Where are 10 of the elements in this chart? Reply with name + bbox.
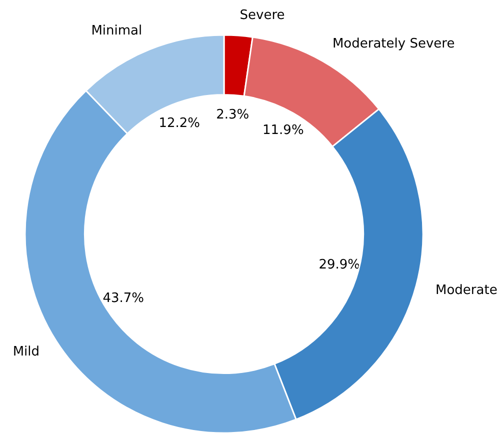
slice-label: Minimal — [91, 23, 142, 38]
slice-label: Moderately Severe — [332, 36, 455, 52]
slice-label: Moderate — [436, 282, 497, 298]
data-label: 29.9% — [318, 257, 360, 272]
data-label: 2.3% — [216, 107, 250, 122]
data-label: 11.9% — [262, 122, 304, 138]
data-label: 43.7% — [102, 290, 144, 306]
slice-label: Severe — [240, 8, 285, 24]
data-label: 12.2% — [158, 116, 200, 131]
slice-label: Mild — [12, 344, 40, 360]
